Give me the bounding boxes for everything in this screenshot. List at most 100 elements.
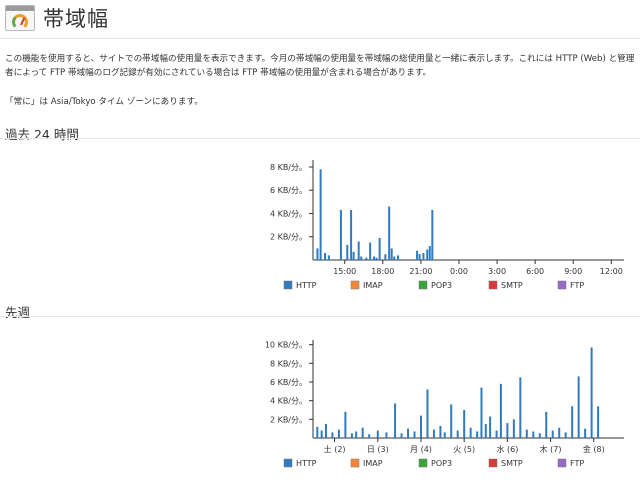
y-tick-label: 8 KB/分。 xyxy=(270,359,307,368)
http-bar xyxy=(584,428,587,438)
x-tick-label: 9:00 xyxy=(564,267,582,276)
legend-swatch-imap xyxy=(350,458,360,468)
legend-label-ftp: FTP xyxy=(570,459,584,468)
http-bar xyxy=(463,410,466,438)
x-tick-label: 0:00 xyxy=(450,267,468,276)
http-bar xyxy=(597,406,600,438)
legend-label-ftp: FTP xyxy=(570,281,584,290)
http-bar xyxy=(439,425,442,438)
http-bar xyxy=(365,257,368,260)
legend-label-pop3: POP3 xyxy=(431,281,452,290)
http-bar xyxy=(361,427,364,438)
legend-swatch-http xyxy=(283,458,293,468)
http-bar xyxy=(316,426,319,438)
http-bar xyxy=(319,169,322,260)
header-divider xyxy=(0,38,640,39)
legend-swatch-pop3 xyxy=(418,458,428,468)
http-bar xyxy=(369,242,372,260)
http-bar xyxy=(422,253,425,260)
http-bar xyxy=(577,376,580,438)
http-bar xyxy=(416,250,419,260)
http-bar xyxy=(357,241,360,260)
http-bar xyxy=(551,430,554,438)
http-bar xyxy=(394,403,397,438)
http-bar xyxy=(431,210,434,260)
x-tick-label: 6:00 xyxy=(526,267,544,276)
http-bar xyxy=(419,415,422,438)
http-bar xyxy=(407,428,410,438)
x-tick-label: 3:00 xyxy=(488,267,506,276)
legend-swatch-pop3 xyxy=(418,280,428,290)
legend-label-http: HTTP xyxy=(296,459,317,468)
http-bar xyxy=(355,431,358,438)
http-bar xyxy=(564,432,567,438)
legend-label-smtp: SMTP xyxy=(501,281,523,290)
http-bar xyxy=(324,253,327,260)
timezone-note: 「常に」は Asia/Tokyo タイム ゾーンにあります。 xyxy=(5,97,203,107)
x-tick-label: 火 (5) xyxy=(453,445,475,454)
http-bar xyxy=(519,377,522,438)
http-bar xyxy=(376,430,379,438)
http-bar xyxy=(350,210,353,260)
legend-label-pop3: POP3 xyxy=(431,459,452,468)
http-bar xyxy=(337,429,340,438)
chart-last-week: 2 KB/分。 4 KB/分。 6 KB/分。 8 KB/分。 10 KB/分。土 (2… xyxy=(265,340,624,468)
x-tick-label: 15:00 xyxy=(333,267,356,276)
http-bar xyxy=(428,246,431,260)
x-tick-label: 18:00 xyxy=(371,267,394,276)
page-header: 帯域幅 xyxy=(5,3,109,33)
http-bar xyxy=(432,429,435,438)
http-bar xyxy=(368,434,371,438)
http-bar xyxy=(375,257,378,260)
section-divider-24h xyxy=(0,138,640,139)
http-bar xyxy=(506,423,509,438)
http-bar xyxy=(327,255,330,260)
http-bar xyxy=(418,254,421,260)
http-bar xyxy=(443,432,446,438)
http-bar xyxy=(532,431,535,438)
http-bar xyxy=(450,404,453,438)
chart-last-24-hours: 2 KB/分。 4 KB/分。 6 KB/分。 8 KB/分。 15:00 18:00 21… xyxy=(270,160,624,290)
http-bar xyxy=(331,432,334,438)
http-bar xyxy=(378,237,381,260)
http-bar xyxy=(393,256,396,260)
y-tick-label: 4 KB/分。 xyxy=(270,397,307,406)
section-title-24h: 過去 24 時間 xyxy=(5,127,79,142)
http-bar xyxy=(384,254,387,260)
http-bar xyxy=(372,256,375,260)
http-bar xyxy=(388,206,391,260)
http-bar xyxy=(413,431,416,438)
http-bar xyxy=(324,424,327,438)
legend-label-imap: IMAP xyxy=(363,459,383,468)
x-tick-label: 水 (6) xyxy=(496,444,518,454)
http-bar xyxy=(350,433,353,438)
http-bar xyxy=(571,406,574,438)
page-title: 帯域幅 xyxy=(43,7,109,31)
legend-swatch-smtp xyxy=(488,280,498,290)
legend-swatch-imap xyxy=(350,280,360,290)
x-tick-label: 日 (3) xyxy=(367,445,389,454)
y-tick-label: 10 KB/分。 xyxy=(265,341,307,350)
http-bar xyxy=(484,424,487,438)
y-tick-label: 8 KB/分。 xyxy=(270,163,307,172)
http-bar xyxy=(360,256,363,260)
x-tick-label: 金 (8) xyxy=(583,444,605,454)
http-bar xyxy=(558,427,561,438)
x-tick-label: 土 (2) xyxy=(324,444,346,454)
http-bar xyxy=(316,248,319,260)
y-tick-label: 2 KB/分。 xyxy=(270,233,307,242)
http-bar xyxy=(499,383,502,438)
y-tick-label: 2 KB/分。 xyxy=(270,415,307,424)
y-tick-label: 6 KB/分。 xyxy=(270,378,307,387)
http-bar xyxy=(469,427,472,438)
legend-label-http: HTTP xyxy=(296,281,317,290)
http-bar xyxy=(344,411,347,438)
http-bar xyxy=(346,244,349,260)
legend-swatch-ftp xyxy=(557,458,567,468)
y-tick-label: 6 KB/分。 xyxy=(270,186,307,195)
http-bar xyxy=(538,433,541,438)
http-bar xyxy=(495,430,498,438)
legend-label-imap: IMAP xyxy=(363,281,383,290)
http-bar xyxy=(512,419,515,438)
http-bar xyxy=(352,251,355,260)
